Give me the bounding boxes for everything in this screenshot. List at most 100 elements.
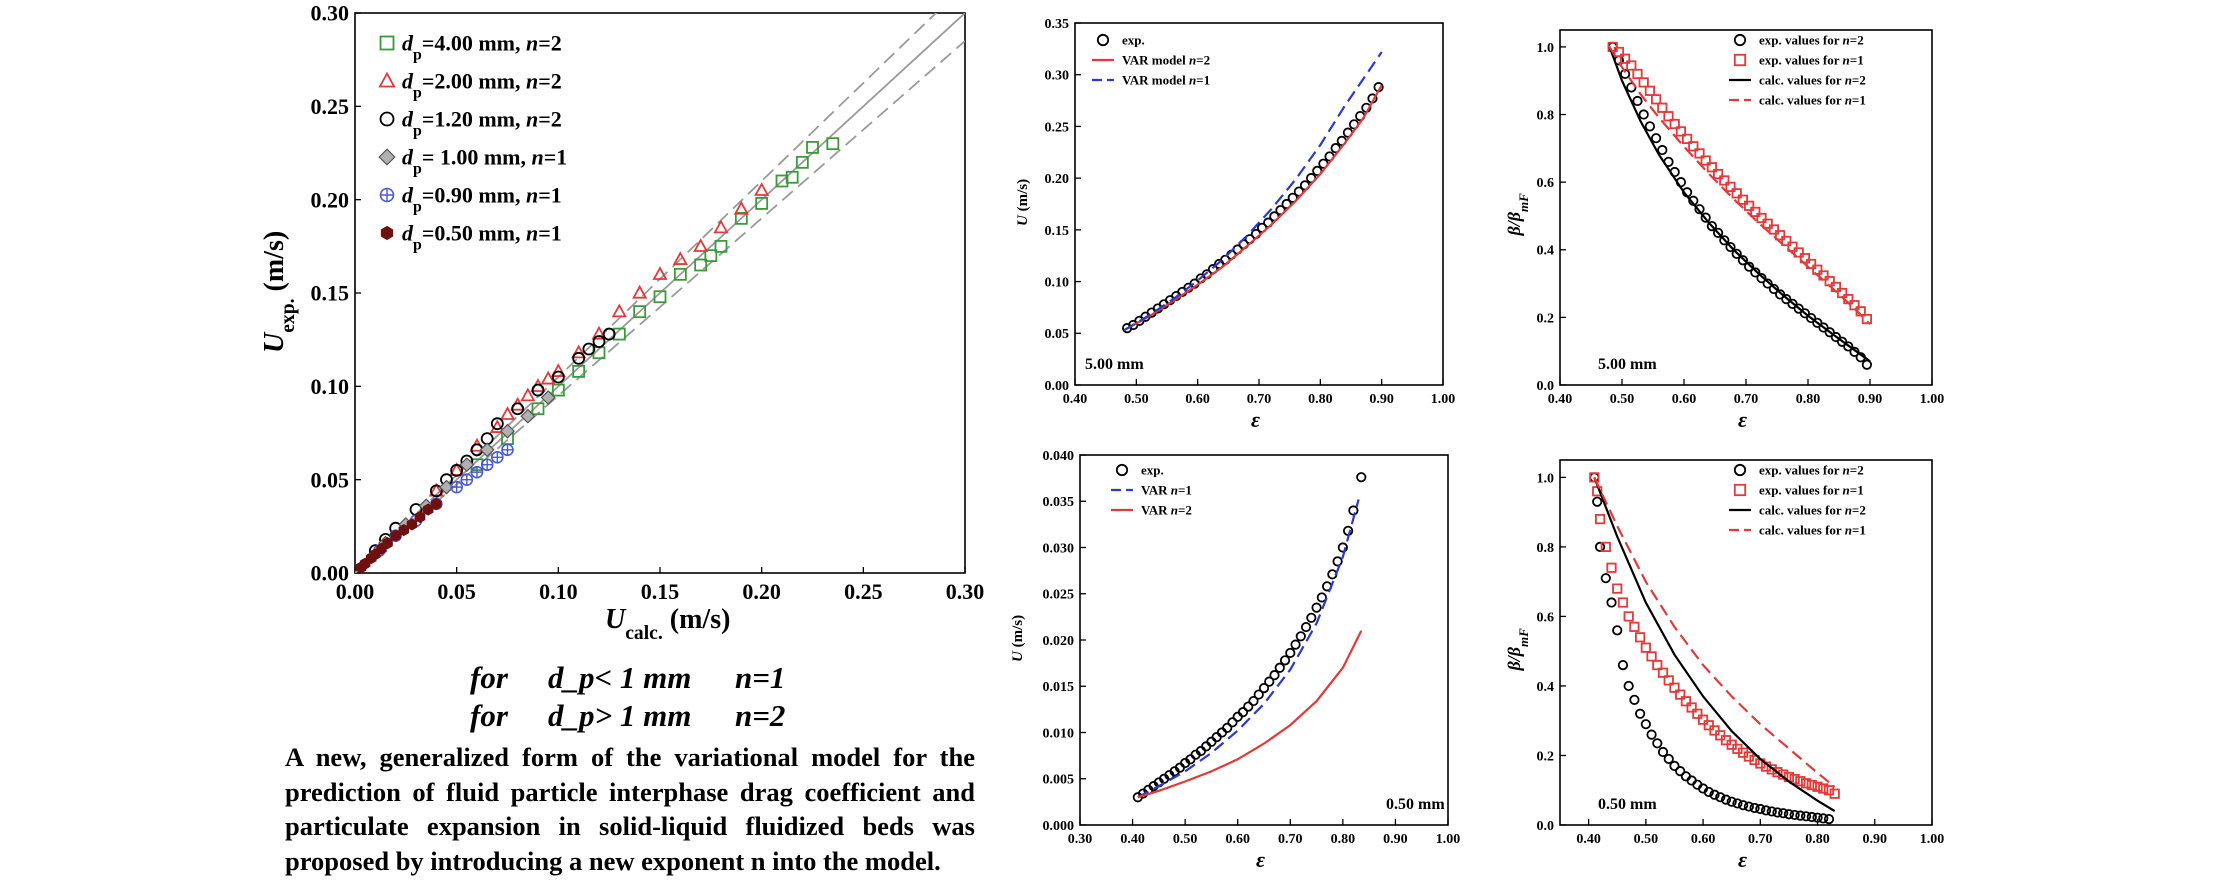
x-tick-label: 0.50 <box>1124 392 1149 407</box>
data-point <box>1836 336 1848 347</box>
plot-frame <box>1559 459 1933 826</box>
data-point <box>1694 204 1705 215</box>
data-point <box>1675 126 1686 137</box>
legend: exp. VAR model n=2 VAR model n=1 <box>1092 33 1210 88</box>
data-point <box>540 370 556 385</box>
y-axis-label: β/βmF <box>1504 628 1531 672</box>
data-point <box>1829 788 1840 799</box>
data-point <box>531 402 545 416</box>
series-var-n-2 <box>1137 630 1363 799</box>
y-tick-label: 0.00 <box>1045 379 1070 394</box>
data-point <box>1600 541 1611 553</box>
x-tick-label: 0.60 <box>1672 392 1697 407</box>
x-tick-label: 0.90 <box>1858 392 1883 407</box>
x-tick-label: 0.80 <box>1331 832 1356 847</box>
data-point <box>1663 675 1674 686</box>
data-point <box>1762 218 1773 229</box>
y-tick-label: 0.030 <box>1043 541 1075 556</box>
data-point <box>1635 708 1646 719</box>
data-point <box>551 370 565 384</box>
y-tick-label: 0.6 <box>1537 610 1555 625</box>
x-axis-label: ε <box>1251 407 1260 432</box>
series-line <box>1593 477 1836 813</box>
y-axis-ticks: 0.00 0.05 0.10 0.15 0.20 0.25 0.30 0.35 <box>1045 17 1081 394</box>
data-point <box>460 473 474 486</box>
plot-area <box>355 13 965 573</box>
legend: exp. VAR n=1 VAR n=2 <box>1111 463 1192 518</box>
data-point <box>1337 542 1348 553</box>
data-point <box>1300 621 1312 633</box>
data-point <box>1612 625 1623 636</box>
data-point <box>1799 308 1810 319</box>
plot-area <box>1132 472 1367 803</box>
y-axis-label: U (m/s) <box>1010 615 1026 662</box>
series-calc-values-for-n-1 <box>1608 46 1871 325</box>
marker-cross <box>461 474 473 486</box>
marker-cross <box>471 466 483 478</box>
y-tick-label: 0.25 <box>1045 120 1070 135</box>
data-point <box>1657 102 1668 113</box>
y-tick-label: 0.035 <box>1043 495 1075 510</box>
data-point <box>1285 647 1296 659</box>
beta-050mm-chart-svg: 0.40 0.50 0.60 0.70 0.80 0.90 1.00 0.0 0.2 0.4 0.6… <box>1504 459 1944 872</box>
x-tick-label: 0.70 <box>1247 392 1272 407</box>
series-exp-values-for-n-1 <box>1607 41 1873 325</box>
data-point <box>511 402 525 416</box>
data-point <box>406 518 418 531</box>
series-line <box>1123 84 1383 332</box>
data-point <box>653 290 667 304</box>
data-point <box>1332 556 1343 567</box>
series-line <box>1608 46 1871 363</box>
y-tick-label: 1.0 <box>1537 41 1555 56</box>
rule-prefix: for <box>470 660 508 695</box>
data-point <box>1681 133 1693 144</box>
y-tick-label: 0.8 <box>1537 541 1555 556</box>
data-point <box>1806 779 1817 791</box>
data-point <box>1600 573 1611 584</box>
legend-key <box>1733 483 1747 497</box>
x-axis-ticks: 0.40 0.50 0.60 0.70 0.80 0.90 1.00 <box>1576 819 1944 847</box>
legend-label: dp=4.00 mm, n=2 <box>402 31 562 64</box>
data-point <box>1227 717 1238 728</box>
data-point <box>1640 719 1651 730</box>
data-point <box>672 251 688 265</box>
rule-prefix: for <box>470 698 508 733</box>
data-point <box>1646 729 1657 740</box>
series-line <box>1137 499 1360 799</box>
data-point <box>693 238 709 252</box>
data-point <box>1861 313 1873 325</box>
legend-label: VAR n=1 <box>1141 483 1192 498</box>
legend-label: VAR model n=2 <box>1122 53 1210 68</box>
data-point <box>1243 701 1254 712</box>
data-point <box>1849 300 1860 311</box>
y-tick-label: 0.000 <box>1043 819 1075 834</box>
data-point <box>1657 144 1668 156</box>
data-point <box>499 406 516 420</box>
legend-key <box>380 225 394 241</box>
data-point <box>1663 111 1674 122</box>
u-eps-050mm-chart: 0.30 0.40 0.50 0.60 0.70 0.80 0.90 1.00 0.000 0.0… <box>1000 445 1470 886</box>
y-tick-label: 0.040 <box>1043 449 1075 464</box>
legend-label: VAR model n=1 <box>1122 73 1210 88</box>
beta-050mm-chart: 0.40 0.50 0.60 0.70 0.80 0.90 1.00 0.0 0.2 0.4 0.6… <box>1485 445 1955 886</box>
data-point <box>1650 94 1662 105</box>
data-point <box>1692 708 1703 719</box>
data-point <box>806 140 819 154</box>
y-tick-label: 1.0 <box>1537 471 1555 486</box>
data-point <box>1720 794 1732 805</box>
marker-cross <box>491 451 503 463</box>
data-point <box>1613 46 1624 58</box>
plot-area <box>1589 472 1840 825</box>
legend-key <box>1096 33 1110 47</box>
abstract-text: A new, generalized form of the variation… <box>285 742 975 876</box>
data-point <box>1812 317 1823 328</box>
data-point <box>1781 235 1792 247</box>
legend-label: calc. values for n=2 <box>1759 73 1866 88</box>
y-tick-label: 0.30 <box>311 1 350 26</box>
y-tick-label: 0.015 <box>1043 680 1075 695</box>
data-point <box>531 383 545 397</box>
data-point <box>1787 241 1798 252</box>
data-point <box>1623 680 1634 692</box>
y-tick-label: 0.0 <box>1537 379 1555 394</box>
y-axis-ticks: 0.00 0.05 0.10 0.15 0.20 0.25 0.30 <box>311 1 361 586</box>
